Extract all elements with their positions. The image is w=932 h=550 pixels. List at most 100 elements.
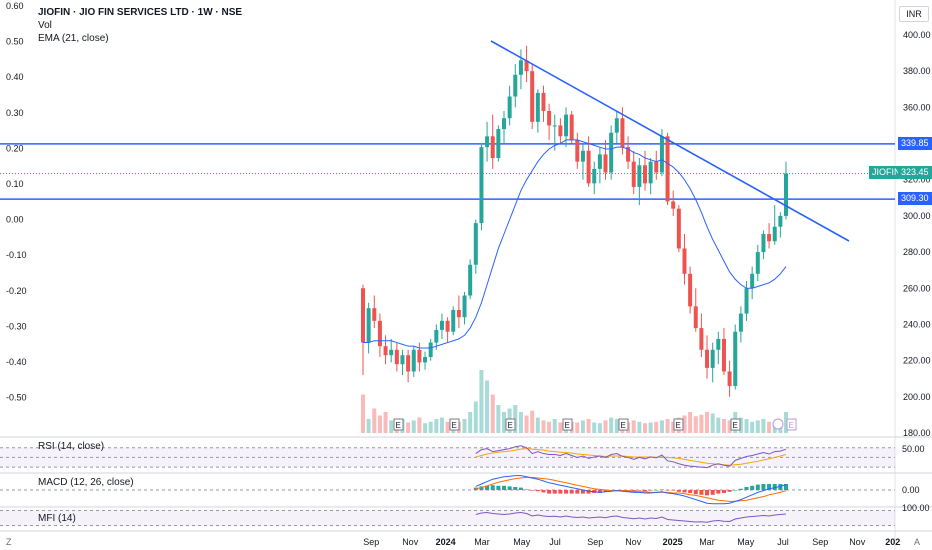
candle-body (772, 226, 777, 242)
macd-level: 0.00 (902, 485, 920, 495)
candle-body (609, 132, 614, 173)
earnings-marker-letter: E (676, 421, 681, 430)
macd-histogram-bar (721, 490, 726, 493)
volume-bar (434, 419, 439, 433)
volume-bar (575, 422, 580, 433)
dividend-flash-icon (772, 418, 784, 430)
macd-histogram-bar (659, 489, 664, 490)
corner-left[interactable]: Z (6, 537, 12, 547)
macd-histogram-bar (575, 490, 580, 494)
volume-bar (518, 412, 523, 433)
macd-histogram-bar (755, 484, 760, 490)
volume-bar (485, 380, 490, 433)
candle-body (564, 114, 569, 137)
candle-body (744, 288, 749, 314)
candle-body (733, 331, 738, 386)
currency-badge[interactable]: INR (899, 6, 929, 22)
macd-histogram-bar (750, 485, 755, 490)
volume-bar (502, 412, 506, 433)
candle-body (705, 349, 710, 368)
macd-histogram-bar (761, 484, 766, 490)
x-axis-tick-label: Jul (777, 537, 789, 547)
volume-bar (761, 419, 766, 433)
macd-histogram-bar (648, 490, 653, 491)
mfi-line (475, 511, 787, 523)
macd-histogram-bar (671, 490, 676, 491)
macd-histogram-bar (513, 487, 518, 490)
macd-histogram-bar (676, 490, 681, 492)
candle-body (682, 248, 687, 274)
rsi-level: 50.00 (902, 444, 925, 454)
candle-body (552, 125, 557, 127)
volume-bar (665, 419, 670, 433)
volume-label: Vol (38, 20, 52, 31)
macd-histogram-bar (597, 490, 602, 493)
left-axis-tick-label: -0.20 (6, 286, 27, 296)
candle-body (693, 306, 698, 329)
volume-bar (699, 414, 704, 433)
candle-body (541, 92, 546, 111)
earnings-marker (562, 418, 573, 431)
candle-body (569, 114, 574, 140)
volume-bar (383, 412, 388, 433)
volume-bar (541, 420, 546, 433)
candle-body (631, 161, 636, 187)
candle-body (727, 371, 732, 386)
corner-right[interactable]: A (914, 537, 921, 547)
volume-bar (705, 412, 710, 433)
right-axis-tick-label: 360.00 (903, 102, 931, 112)
earnings-marker-letter: E (733, 421, 738, 430)
x-axis-tick-label: Mar (474, 537, 490, 547)
volume-bar (643, 423, 647, 433)
candle-body (490, 136, 495, 159)
volume-bar (580, 420, 585, 433)
candle-body (699, 328, 704, 350)
left-axis-tick-label: 0.20 (6, 143, 24, 153)
volume-bar (744, 419, 749, 433)
candle-body (417, 349, 422, 363)
candle-body (659, 136, 664, 173)
candle-body (445, 320, 450, 332)
candle-body (456, 309, 461, 318)
volume-bar (721, 419, 726, 433)
x-axis-tick-label: Mar (699, 537, 715, 547)
mfi-band (0, 510, 895, 526)
volume-bar (428, 421, 433, 433)
macd-histogram-bar (479, 486, 484, 490)
left-axis-tick-label: 0.60 (6, 1, 24, 11)
volume-bar (366, 419, 371, 433)
symbol-title: JIOFIN · JIO FIN SERVICES LTD · 1W · NSE (38, 7, 243, 18)
volume-bar (637, 421, 642, 433)
rsi-line (475, 445, 787, 469)
candle-body (513, 74, 518, 97)
x-axis-tick-label: Sep (363, 537, 379, 547)
volume-bar (530, 410, 535, 433)
volume-bar (648, 422, 653, 433)
candle-body (524, 60, 529, 72)
volume-bar (614, 419, 619, 433)
left-axis-tick-label: 0.30 (6, 108, 24, 118)
volume-bar (693, 416, 698, 433)
candle-body (502, 118, 506, 130)
volume-bar (439, 417, 444, 433)
macd-histogram-bar (518, 487, 523, 490)
candle-body (434, 329, 439, 343)
left-axis-tick-label: -0.30 (6, 321, 27, 331)
candle-body (530, 71, 535, 122)
ema-label: EMA (21, close) (38, 33, 109, 44)
candle-body (778, 215, 783, 227)
candle-body (784, 173, 788, 216)
macd-histogram-bar (552, 490, 557, 494)
volume-bar (767, 421, 772, 433)
macd-histogram-bar (767, 484, 772, 490)
volume-bar (755, 420, 760, 433)
macd-histogram-bar (744, 487, 749, 490)
candle-body (383, 346, 388, 356)
volume-bar (750, 421, 755, 433)
candle-body (620, 118, 625, 148)
macd-histogram-bar (502, 485, 506, 490)
volume-bar (682, 415, 687, 433)
candle-body (547, 110, 552, 126)
